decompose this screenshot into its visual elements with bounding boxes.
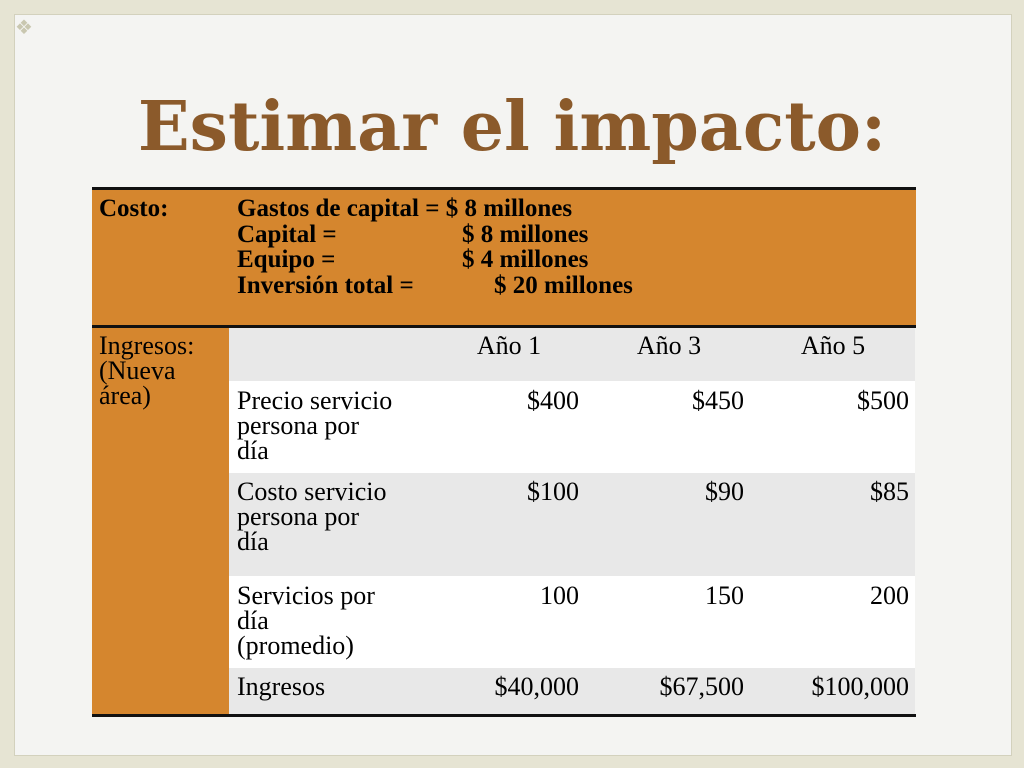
table-cell: $100 [527,477,579,506]
row-label-line: persona por [237,411,360,440]
table-cell: $400 [527,386,579,415]
table-row [229,668,915,714]
table-cell: $67,500 [659,672,745,701]
cost-label: Costo: [99,195,169,222]
row-label-revenue: Ingresos [237,672,437,701]
column-header-year-5: Año 5 [800,331,866,360]
table-row [229,381,915,473]
table-row [229,473,915,576]
table-cell: $450 [692,386,744,415]
cost-line-total-label: Inversión total = [237,271,414,299]
cost-line-total-value: $ 20 millones [494,271,633,299]
row-label-services: Servicios por día (promedio) [237,581,437,660]
row-label-line: Ingresos [237,672,326,701]
cost-line-equipment-value: $ 4 millones [462,246,589,273]
table-bottom-border [92,714,916,717]
row-label-line: Costo servicio [237,477,387,506]
row-label-line: persona por [237,502,360,531]
row-label-line: día [237,436,269,465]
revenue-label-line: (Nueva [99,356,176,385]
table-cell: $85 [870,477,909,506]
row-label-line: Precio servicio [237,386,393,415]
column-header-year-1: Año 1 [476,331,542,360]
header-row [229,328,915,381]
row-label-cost: Costo servicio persona por día [237,477,437,556]
row-label-price: Precio servicio persona por día [237,386,437,465]
table-row [229,576,915,668]
table-cell: 100 [540,581,579,610]
table-cell: 200 [870,581,909,610]
cost-line-equipment-label: Equipo = [237,246,336,273]
cost-line-capital-value: $ 8 millones [462,220,589,248]
table-cell: $40,000 [494,672,580,701]
column-header-year-3: Año 3 [636,331,702,360]
table-cell: 150 [705,581,744,610]
row-label-line: día [237,527,269,556]
revenue-label-line: Ingresos: [99,331,195,360]
cost-line-capital-label: Capital = [237,220,337,248]
table-cell: $500 [857,386,909,415]
slide-title: Estimar el impacto: [137,87,887,167]
cost-line-capex: Gastos de capital = $ 8 millones [237,195,573,222]
cost-row-border [92,325,916,328]
row-label-line: (promedio) [237,631,354,660]
corner-ornament-icon: ❖ [15,15,33,39]
table-top-border [92,187,916,190]
row-label-line: día [237,606,269,635]
revenue-label-column [92,328,229,714]
row-label-line: Servicios por [237,581,375,610]
table-cell: $100,000 [811,672,910,701]
revenue-label: Ingresos: (Nueva área) [99,331,195,410]
revenue-label-line: área) [99,381,151,410]
table-cell: $90 [705,477,744,506]
cost-row [92,190,916,327]
